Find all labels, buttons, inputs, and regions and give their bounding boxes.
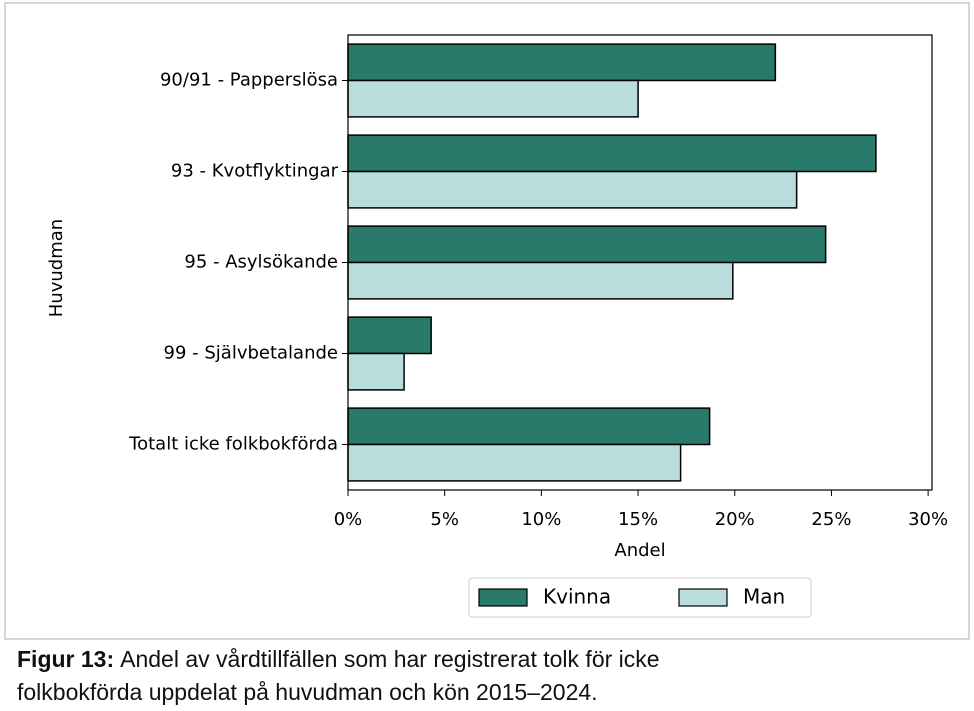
plot-frame xyxy=(347,34,933,491)
bar xyxy=(347,225,827,264)
x-tick-label: 20% xyxy=(715,509,755,530)
x-tick-label: 10% xyxy=(521,509,561,530)
y-tick-label: 93 - Kvotflyktingar xyxy=(171,161,339,182)
bar xyxy=(347,352,405,391)
bar xyxy=(347,43,777,82)
legend-swatch xyxy=(478,588,528,607)
caption-line: Figur 13: Andel av vårdtillfällen som har… xyxy=(17,646,660,672)
x-tick-label: 25% xyxy=(811,509,851,530)
y-axis-label: Huvudman xyxy=(46,219,67,317)
legend-label: Man xyxy=(743,585,785,609)
x-tick-label: 5% xyxy=(430,509,459,530)
caption-label: Figur 13: xyxy=(17,646,114,672)
y-tick-label: 90/91 - Papperslösa xyxy=(160,70,338,91)
legend-box xyxy=(468,577,812,618)
legend-label: Kvinna xyxy=(543,585,611,609)
legend-swatch xyxy=(678,588,728,607)
caption-text: Andel av vårdtillfällen som har registre… xyxy=(120,646,659,672)
bar xyxy=(347,261,734,300)
bar xyxy=(347,134,877,173)
x-tick-label: 30% xyxy=(908,509,948,530)
x-axis-label: Andel xyxy=(614,540,665,561)
caption-text: folkbokförda uppdelat på huvudman och kö… xyxy=(17,679,598,705)
x-tick-label: 15% xyxy=(618,509,658,530)
bar xyxy=(347,407,711,446)
y-tick-label: Totalt icke folkbokförda xyxy=(128,434,338,455)
bar xyxy=(347,316,432,355)
bar xyxy=(347,79,639,118)
y-tick-label: 99 - Självbetalande xyxy=(164,343,338,364)
bar xyxy=(347,443,682,482)
x-tick-label: 0% xyxy=(334,509,363,530)
bar xyxy=(347,170,798,209)
y-tick-label: 95 - Asylsökande xyxy=(184,252,338,273)
